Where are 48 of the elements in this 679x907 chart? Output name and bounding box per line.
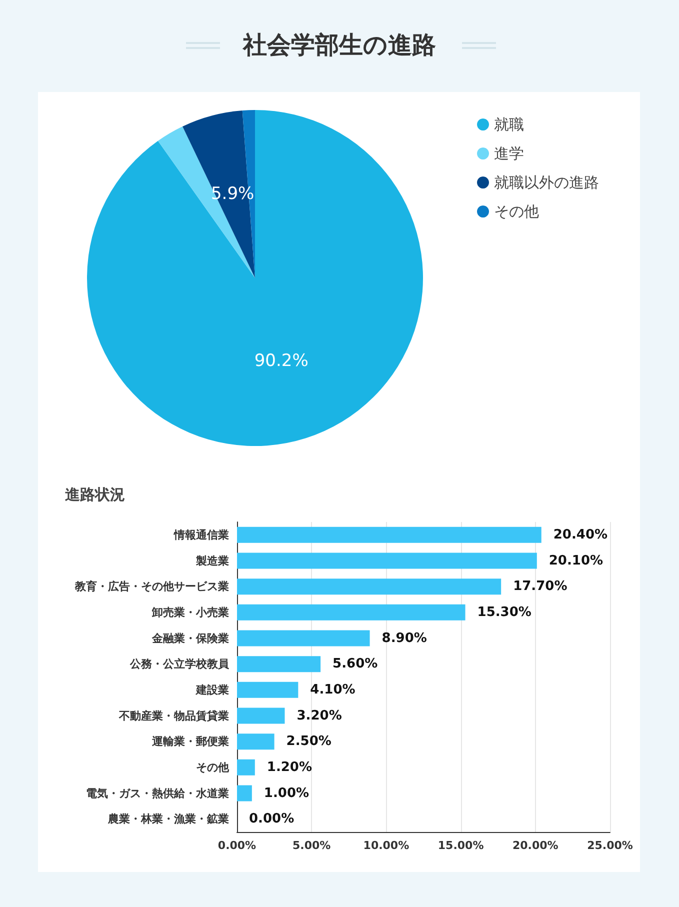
y-tick-label: 製造業 — [195, 554, 229, 568]
y-tick-label: 金融業・保険業 — [151, 632, 229, 645]
y-tick-label: 教育・広告・その他サービス業 — [74, 580, 229, 594]
y-tick-label: 公務・公立学校教員 — [129, 658, 230, 671]
y-tick-label: 建設業 — [195, 683, 229, 696]
legend-label: 進学 — [494, 144, 524, 162]
legend-label: 就職 — [494, 116, 524, 134]
data-label: 3.20% — [296, 708, 342, 724]
text: 進路状況 — [64, 486, 125, 504]
x-tick-label: 25.00% — [587, 839, 633, 852]
data-label: 15.30% — [477, 604, 532, 620]
y-tick-label: 運輸業・郵便業 — [151, 735, 229, 748]
y-tick-label: 不動産業・物品賃貸業 — [118, 709, 229, 722]
data-label: 20.40% — [553, 527, 608, 542]
data-label: 5.60% — [332, 656, 378, 672]
data-label: 1.00% — [264, 786, 310, 801]
bar — [237, 578, 502, 595]
data-label: 1.20% — [266, 760, 312, 775]
bar — [237, 682, 298, 698]
data-label: 4.10% — [310, 682, 356, 698]
y-tick-label: その他 — [196, 760, 230, 774]
data-label: 90.2% — [254, 350, 308, 371]
chart-title: 社会学部生の進路 — [242, 31, 436, 59]
bar — [237, 708, 285, 724]
bar — [237, 759, 255, 776]
y-tick-label: 情報通信業 — [173, 528, 229, 542]
x-tick-label: 20.00% — [512, 839, 558, 852]
data-label: 0.00% — [249, 812, 294, 827]
x-tick-label: 15.00% — [438, 839, 484, 852]
bar — [237, 604, 466, 620]
x-tick-label: 5.00% — [292, 839, 331, 852]
data-label: 8.90% — [382, 630, 427, 646]
data-label: 20.10% — [548, 553, 604, 568]
bar — [237, 785, 252, 802]
bar — [237, 656, 321, 672]
bar — [237, 552, 537, 569]
y-tick-label: 農業・林業・漁業・鉱業 — [107, 812, 229, 826]
y-tick-label: 電気・ガス・熱供給・水道業 — [86, 786, 229, 800]
legend-label: その他 — [494, 202, 539, 220]
y-tick-label: 卸売業・小売業 — [151, 606, 229, 619]
x-tick-label: 0.00% — [218, 839, 256, 852]
legend-label: 就職以外の進路 — [494, 174, 599, 192]
bar — [237, 734, 274, 750]
x-tick-label: 10.00% — [363, 839, 410, 852]
bar — [237, 630, 370, 646]
bar — [237, 526, 542, 543]
data-label: 2.50% — [286, 734, 332, 750]
data-label: 17.70% — [513, 579, 568, 594]
